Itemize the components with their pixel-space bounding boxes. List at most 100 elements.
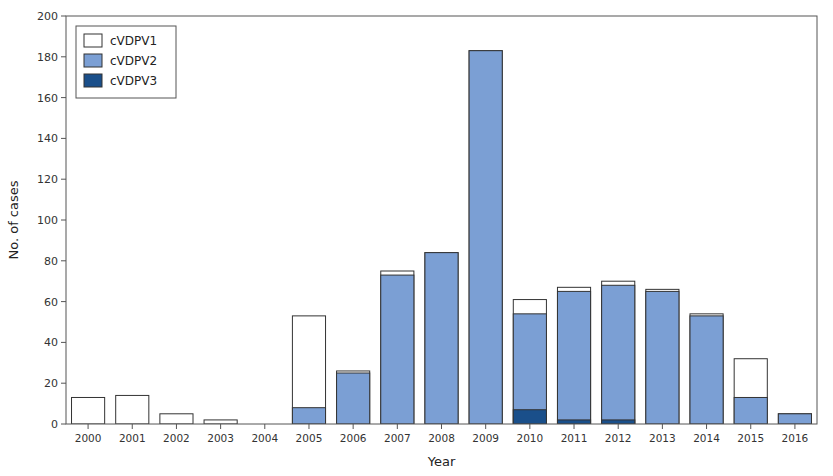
x-tick xyxy=(397,424,398,429)
y-tick xyxy=(61,383,66,384)
x-tick-label: 2011 xyxy=(561,432,588,444)
x-tick xyxy=(220,424,221,429)
x-tick xyxy=(794,424,795,429)
x-tick-label: 2015 xyxy=(737,432,764,444)
x-tick-label: 2002 xyxy=(163,432,190,444)
y-tick-label: 40 xyxy=(44,336,58,349)
bar xyxy=(690,314,723,424)
x-tick xyxy=(176,424,177,429)
y-tick-label: 0 xyxy=(51,418,58,431)
x-tick xyxy=(662,424,663,429)
bar xyxy=(646,291,679,424)
y-tick xyxy=(61,220,66,221)
x-tick-label: 2016 xyxy=(782,432,809,444)
x-tick xyxy=(441,424,442,429)
y-tick xyxy=(61,424,66,425)
bar xyxy=(204,420,237,424)
x-tick-label: 2009 xyxy=(472,432,499,444)
bar xyxy=(381,271,414,424)
x-tick xyxy=(308,424,309,429)
x-tick-label: 2008 xyxy=(428,432,455,444)
bar xyxy=(337,373,370,424)
bar xyxy=(602,285,635,424)
bar xyxy=(116,395,149,424)
legend-label: cVDPV2 xyxy=(110,54,157,68)
bar xyxy=(337,371,370,424)
bar xyxy=(292,316,325,424)
bar xyxy=(160,414,193,424)
y-tick-label: 80 xyxy=(44,255,58,268)
x-tick-label: 2004 xyxy=(251,432,278,444)
legend: cVDPV1 cVDPV2 cVDPV3 xyxy=(76,26,176,98)
y-tick xyxy=(61,138,66,139)
legend-swatch xyxy=(84,54,102,67)
bar xyxy=(602,281,635,424)
bar xyxy=(690,316,723,424)
bar xyxy=(734,397,767,424)
y-tick-label: 200 xyxy=(37,10,58,23)
bar xyxy=(469,51,502,424)
x-tick xyxy=(750,424,751,429)
bar xyxy=(513,300,546,424)
x-tick xyxy=(529,424,530,429)
bar xyxy=(557,287,590,424)
y-tick-label: 140 xyxy=(37,132,58,145)
x-tick xyxy=(264,424,265,429)
y-tick xyxy=(61,301,66,302)
bar xyxy=(513,410,546,424)
x-tick-label: 2005 xyxy=(296,432,323,444)
plot-frame xyxy=(66,16,817,424)
x-tick xyxy=(706,424,707,429)
y-tick-label: 160 xyxy=(37,92,58,105)
bar xyxy=(602,420,635,424)
y-tick-label: 60 xyxy=(44,296,58,309)
x-tick xyxy=(88,424,89,429)
x-tick-label: 2001 xyxy=(119,432,146,444)
y-tick xyxy=(61,179,66,180)
x-tick xyxy=(132,424,133,429)
legend-swatch xyxy=(84,34,102,47)
x-tick-label: 2000 xyxy=(75,432,102,444)
x-tick-label: 2003 xyxy=(207,432,234,444)
bar xyxy=(425,253,458,424)
bar xyxy=(557,420,590,424)
bar xyxy=(469,51,502,424)
x-tick-label: 2013 xyxy=(649,432,676,444)
x-tick-label: 2012 xyxy=(605,432,632,444)
x-tick xyxy=(618,424,619,429)
x-tick-label: 2006 xyxy=(340,432,367,444)
bar xyxy=(778,414,811,424)
x-tick xyxy=(485,424,486,429)
legend-label: cVDPV1 xyxy=(110,34,157,48)
y-tick xyxy=(61,97,66,98)
bar xyxy=(513,314,546,424)
bar xyxy=(72,397,105,424)
x-tick-label: 2007 xyxy=(384,432,411,444)
bar xyxy=(425,253,458,424)
bar xyxy=(557,291,590,424)
chart: 0 20 40 60 80 100 120 140 160 180 200 2000 2001 2002 2… xyxy=(0,0,833,476)
y-tick-label: 180 xyxy=(37,51,58,64)
legend-label: cVDPV3 xyxy=(110,74,157,88)
y-tick-label: 100 xyxy=(37,214,58,227)
bar xyxy=(381,275,414,424)
y-tick-label: 20 xyxy=(44,377,58,390)
legend-swatch xyxy=(84,74,102,87)
x-tick-label: 2014 xyxy=(693,432,720,444)
x-tick-label: 2010 xyxy=(516,432,543,444)
x-axis-label: Year xyxy=(427,454,456,469)
y-tick xyxy=(61,260,66,261)
x-tick xyxy=(574,424,575,429)
y-tick xyxy=(61,342,66,343)
y-tick-label: 120 xyxy=(37,173,58,186)
bar xyxy=(734,359,767,424)
y-tick xyxy=(61,56,66,57)
x-tick xyxy=(353,424,354,429)
bars xyxy=(72,51,812,424)
bar xyxy=(778,414,811,424)
y-tick xyxy=(61,16,66,17)
legend-box xyxy=(76,26,176,98)
bar xyxy=(646,289,679,424)
y-axis-label: No. of cases xyxy=(6,180,21,259)
bar xyxy=(292,408,325,424)
